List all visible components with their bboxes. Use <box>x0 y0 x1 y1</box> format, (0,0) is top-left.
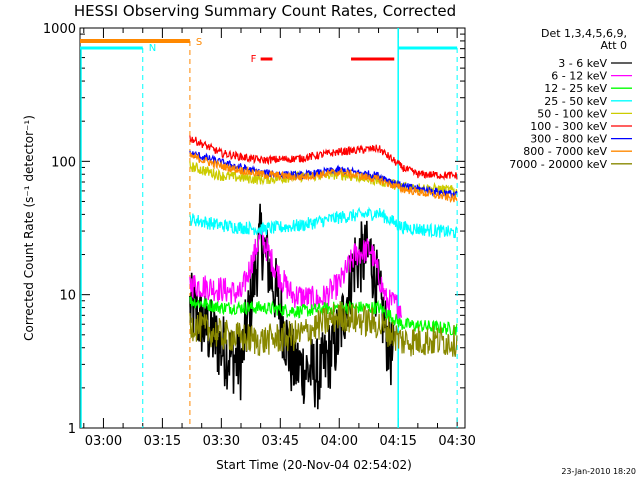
y-tick-label: 1000 <box>43 22 76 37</box>
x-tick-label: 04:00 <box>321 434 358 449</box>
legend-label: 300 - 800 keV <box>530 133 607 146</box>
y-axis: 1 10 100 1000 <box>43 22 465 437</box>
series-line-7 <box>189 151 458 204</box>
timestamp: 23-Jan-2010 18:20 <box>561 467 636 476</box>
legend-label: 3 - 6 keV <box>558 57 607 70</box>
series-lines <box>189 135 458 410</box>
x-axis-label: Start Time (20-Nov-04 02:54:02) <box>216 458 412 472</box>
series-line-8 <box>189 301 458 357</box>
legend-label: 50 - 100 keV <box>537 107 607 120</box>
chart-title: HESSI Observing Summary Count Rates, Cor… <box>74 2 456 20</box>
legend-label: 25 - 50 keV <box>544 95 607 108</box>
series-line-5 <box>189 135 458 181</box>
y-tick-label: 1 <box>68 422 76 437</box>
x-axis: 03:00 03:15 03:30 03:45 04:00 04:15 04:30 <box>83 28 476 449</box>
x-tick-label: 04:30 <box>438 434 475 449</box>
y-axis-label: Corrected Count Rate (s⁻¹ detector⁻¹) <box>22 115 36 341</box>
x-tick-label: 03:45 <box>262 434 299 449</box>
legend-title-line: Det 1,3,4,5,6,9, <box>541 27 627 40</box>
annotation-f: F <box>251 54 257 65</box>
x-tick-label: 03:30 <box>203 434 240 449</box>
legend-title-line: Att 0 <box>601 39 627 52</box>
x-tick-label: 03:15 <box>144 434 181 449</box>
annotation-s: S <box>196 37 202 48</box>
legend-label: 800 - 7000 keV <box>523 145 607 158</box>
legend-label: 100 - 300 keV <box>530 120 607 133</box>
x-tick-label: 03:00 <box>85 434 122 449</box>
series-line-1 <box>189 226 403 321</box>
legend-label: 12 - 25 keV <box>544 82 607 95</box>
mode-overlays: N S F <box>80 28 458 428</box>
x-tick-label: 04:15 <box>379 434 416 449</box>
series-line-3 <box>189 206 458 239</box>
plot-frame <box>79 27 466 429</box>
legend-label: 7000 - 20000 keV <box>509 158 607 171</box>
annotation-n: N <box>149 43 156 54</box>
legend-label: 6 - 12 keV <box>551 70 607 83</box>
y-tick-label: 10 <box>59 289 76 304</box>
y-tick-label: 100 <box>51 155 76 170</box>
